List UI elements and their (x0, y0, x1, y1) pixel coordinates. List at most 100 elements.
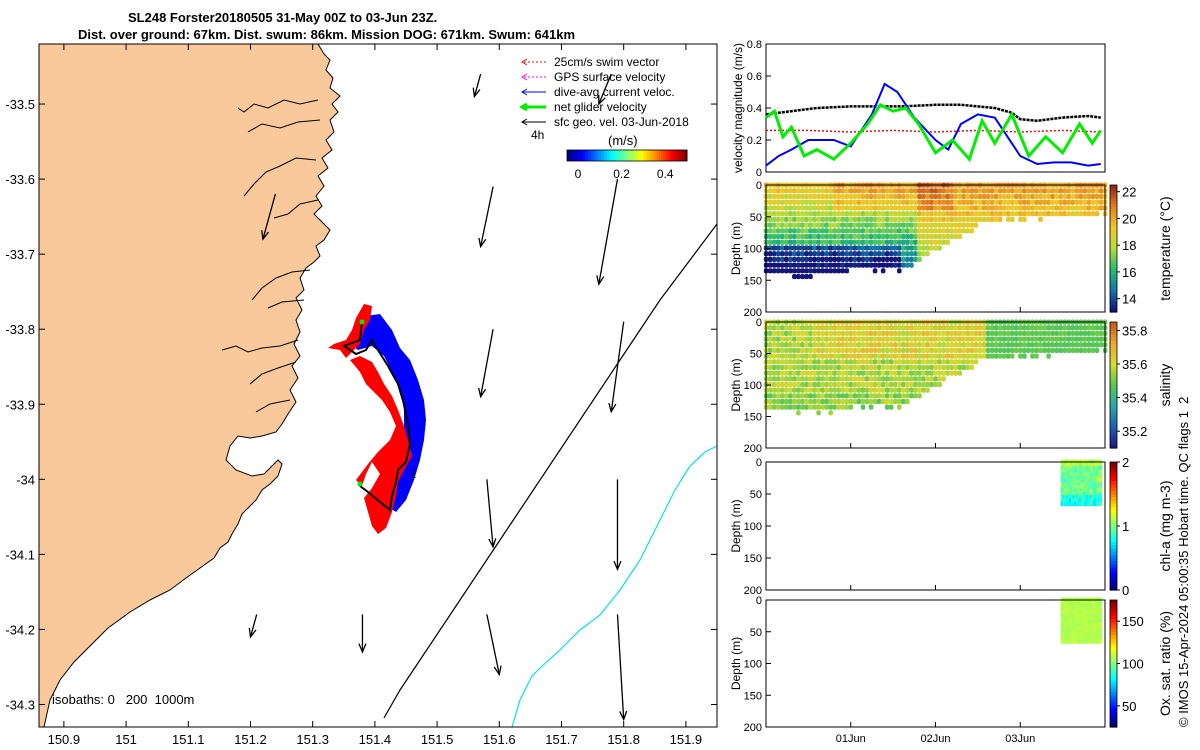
section-cell (856, 199, 862, 205)
section-cell (832, 211, 838, 217)
section-colorbar-cell (1110, 641, 1117, 646)
section-cell (872, 330, 878, 337)
section-colorbar-cell (1110, 484, 1117, 489)
section-cell (1001, 342, 1007, 348)
map-xtick-label: 151.1 (172, 732, 205, 747)
section-cell (820, 199, 825, 205)
section-cell (901, 233, 906, 240)
section-cell (848, 370, 854, 376)
section-colorbar-cell (1110, 325, 1117, 329)
section-cell (792, 222, 797, 228)
section-cell (945, 342, 951, 348)
section-cell (872, 199, 878, 205)
section-colorbar-cell (1110, 583, 1117, 588)
section-cell (828, 376, 833, 382)
section-cell (929, 381, 934, 388)
section-cell (913, 364, 918, 371)
section-colorbar-cell (1110, 723, 1117, 728)
colorbar-cell (685, 150, 688, 161)
section-cell (816, 205, 821, 211)
colorbar-cell (667, 150, 670, 161)
geo-vector-arrowhead (608, 402, 617, 414)
section-cell (888, 364, 894, 371)
section-cell (824, 205, 829, 211)
section-cell (796, 370, 801, 376)
section-cell (888, 256, 894, 262)
section-cell (848, 262, 854, 268)
section-cell (836, 381, 842, 388)
section-cell (965, 216, 971, 222)
section-cell (965, 364, 971, 371)
section-cell (779, 256, 785, 262)
section-cell (901, 239, 906, 245)
section-cell (800, 199, 805, 205)
section-cell (820, 387, 825, 393)
section-cell (933, 342, 938, 348)
section-cell (901, 262, 906, 268)
section-cell (856, 228, 862, 234)
section-cell (969, 222, 975, 228)
section-cell (973, 193, 979, 200)
section-cell (1097, 638, 1103, 644)
section-cell (848, 404, 854, 410)
section-cell (852, 393, 858, 399)
section-cell (800, 336, 805, 342)
section-cell (896, 245, 902, 251)
section-cell (812, 353, 817, 359)
section-cell (796, 262, 801, 268)
section-cell (812, 325, 817, 331)
section-cell (852, 398, 858, 405)
section-cell (844, 393, 850, 399)
section-colorbar-cell (1110, 204, 1117, 208)
section-cell (1009, 205, 1015, 211)
section-cell (957, 199, 963, 205)
section-cell (876, 387, 882, 393)
section-cell (888, 342, 894, 348)
section-cell (796, 228, 801, 234)
section-cell (872, 387, 878, 393)
section-cell (993, 216, 999, 222)
section-cell (828, 410, 833, 416)
section-cell (779, 336, 785, 342)
section-cell (941, 193, 946, 200)
section-cell (779, 393, 785, 399)
section-cell (804, 211, 809, 217)
section-cell (993, 330, 999, 337)
section-cell (921, 222, 926, 228)
section-cell (1009, 193, 1015, 200)
section-cell (868, 364, 874, 371)
section-cell (832, 376, 838, 382)
section-cell (1050, 205, 1055, 211)
section-cell (1022, 193, 1027, 200)
section-cell (925, 188, 930, 194)
section-cell (1018, 353, 1023, 359)
section-colorbar-cell (1110, 302, 1117, 307)
section-cell (957, 353, 963, 359)
map-colorbar: 0 0.2 0.4 (566, 149, 688, 181)
section-cell (800, 245, 805, 251)
section-cell (876, 245, 882, 251)
velocity-series-line (766, 129, 1101, 133)
legend-4h-label: 4h (531, 128, 544, 142)
section-colorbar-cell (1110, 561, 1117, 565)
section-cell (1042, 193, 1047, 200)
section-cell (973, 211, 979, 217)
section-cell (1086, 205, 1092, 211)
section-cell (860, 387, 866, 393)
section-cell (779, 205, 785, 211)
section-cell (1074, 199, 1080, 205)
section-cell (792, 370, 797, 376)
section-cell (836, 376, 842, 382)
section-cell (969, 211, 975, 217)
section-cell (828, 364, 833, 371)
section-cell (775, 347, 781, 354)
section-cell (925, 353, 930, 359)
section-cell (820, 245, 825, 251)
section-cell (852, 205, 858, 211)
section-cell (909, 188, 914, 194)
section-cell (876, 381, 882, 388)
section-cell (852, 336, 858, 342)
section-cell (783, 188, 789, 194)
colorbar-cell (597, 150, 600, 161)
section-cell (1090, 336, 1096, 342)
